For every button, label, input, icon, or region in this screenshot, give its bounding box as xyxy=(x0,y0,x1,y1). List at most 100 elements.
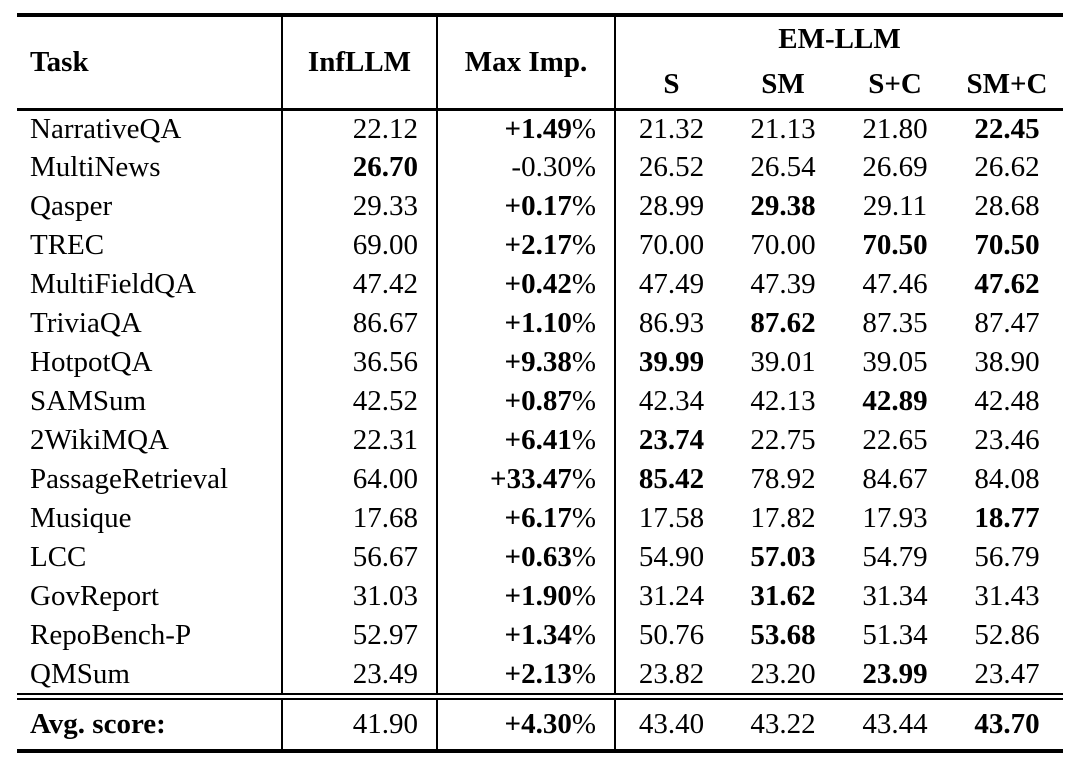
max-imp-value: +0.17 xyxy=(504,190,572,222)
emllm-score-cell: 78.92 xyxy=(750,463,816,495)
table-row: Musique 17.68 +6.17% 17.58 17.82 17.93 18.77 xyxy=(17,499,1063,538)
column-header-s-c: S+C xyxy=(839,61,951,111)
emllm-score-cell: 18.77 xyxy=(974,502,1040,534)
emllm-score-cell: 23.46 xyxy=(974,424,1040,456)
percent-sign: % xyxy=(571,268,596,300)
max-imp-value: +0.42 xyxy=(504,268,572,300)
max-imp-cell: -0.30% xyxy=(437,148,616,187)
column-header-s: S xyxy=(615,61,727,111)
max-imp-value: +6.41 xyxy=(504,424,572,456)
emllm-score-cell: 86.93 xyxy=(638,307,705,339)
infllm-score-cell: 86.67 xyxy=(282,304,438,343)
task-cell: HotpotQA xyxy=(17,343,283,382)
max-imp-cell: +1.34% xyxy=(437,616,616,655)
max-imp-cell: +4.30% xyxy=(437,699,616,751)
emllm-score-cell: 28.99 xyxy=(638,190,705,222)
max-imp-value: +2.13 xyxy=(504,657,572,690)
infllm-score-cell: 56.67 xyxy=(282,538,438,577)
emllm-score-cell: 22.65 xyxy=(862,424,928,456)
emllm-score-cell: 26.69 xyxy=(862,151,928,183)
max-imp-cell: +0.17% xyxy=(437,187,616,226)
emllm-score-cell: 87.62 xyxy=(750,307,816,339)
max-imp-value: -0.30 xyxy=(511,151,572,183)
emllm-score-cell: 31.24 xyxy=(638,580,705,612)
max-imp-value: +1.10 xyxy=(504,307,572,339)
table-row: 2WikiMQA 22.31 +6.41% 23.74 22.75 22.65 23.46 xyxy=(17,421,1063,460)
max-imp-value: +6.17 xyxy=(504,502,572,534)
column-header-sm: SM xyxy=(727,61,839,111)
double-rule-separator xyxy=(17,693,1063,700)
percent-sign: % xyxy=(571,385,596,417)
emllm-score-cell: 87.47 xyxy=(974,307,1040,339)
max-imp-cell: +1.49% xyxy=(437,109,616,148)
percent-sign: % xyxy=(571,346,596,378)
max-imp-cell: +1.10% xyxy=(437,304,616,343)
column-header-infllm: InfLLM xyxy=(282,15,438,111)
percent-sign: % xyxy=(571,502,596,534)
percent-sign: % xyxy=(571,541,596,573)
emllm-score-cell: 47.46 xyxy=(862,268,928,300)
emllm-score-cell: 38.90 xyxy=(974,346,1040,378)
emllm-score-cell: 22.75 xyxy=(750,424,816,456)
double-rule-cell xyxy=(17,693,1063,700)
emllm-score-cell: 42.34 xyxy=(638,385,705,417)
emllm-score-cell: 47.62 xyxy=(974,268,1040,300)
emllm-score-cell: 17.93 xyxy=(862,502,928,534)
max-imp-value: +1.49 xyxy=(504,112,572,145)
task-cell: LCC xyxy=(17,538,283,577)
emllm-score-cell: 54.90 xyxy=(638,541,705,573)
table-row: QMSum 23.49 +2.13% 23.82 23.20 23.99 23.47 xyxy=(17,655,1063,694)
infllm-score-cell: 36.56 xyxy=(282,343,438,382)
task-cell: MultiFieldQA xyxy=(17,265,283,304)
infllm-score-cell: 52.97 xyxy=(282,616,438,655)
column-header-max-imp: Max Imp. xyxy=(437,15,616,111)
table-header: Task InfLLM Max Imp. EM-LLM S SM S+C SM+… xyxy=(17,15,1063,111)
infllm-score-cell: 29.33 xyxy=(282,187,438,226)
percent-sign: % xyxy=(571,708,596,740)
emllm-score-cell: 31.62 xyxy=(750,580,816,612)
emllm-score-cell: 31.43 xyxy=(974,580,1040,612)
emllm-score-cell: 21.13 xyxy=(750,112,816,145)
emllm-score-cell: 43.22 xyxy=(750,708,816,740)
table-row: MultiFieldQA 47.42 +0.42% 47.49 47.39 47.46 47… xyxy=(17,265,1063,304)
task-cell: RepoBench-P xyxy=(17,616,283,655)
table-row: HotpotQA 36.56 +9.38% 39.99 39.01 39.05 38.90 xyxy=(17,343,1063,382)
emllm-score-cell: 47.39 xyxy=(750,268,816,300)
emllm-score-cell: 39.01 xyxy=(750,346,816,378)
table-row: GovReport 31.03 +1.90% 31.24 31.62 31.34 31.43 xyxy=(17,577,1063,616)
column-header-task: Task xyxy=(17,15,283,111)
task-cell: Musique xyxy=(17,499,283,538)
emllm-score-cell: 17.58 xyxy=(638,502,705,534)
max-imp-cell: +2.13% xyxy=(437,655,616,694)
infllm-score-cell: 22.12 xyxy=(282,109,438,148)
percent-sign: % xyxy=(571,463,596,495)
emllm-score-cell: 29.11 xyxy=(862,190,928,222)
infllm-score-cell: 17.68 xyxy=(282,499,438,538)
emllm-score-cell: 53.68 xyxy=(750,619,816,651)
task-cell: SAMSum xyxy=(17,382,283,421)
max-imp-cell: +1.90% xyxy=(437,577,616,616)
max-imp-value: +9.38 xyxy=(504,346,572,378)
emllm-score-cell: 23.74 xyxy=(638,424,705,456)
emllm-score-cell: 26.52 xyxy=(638,151,705,183)
emllm-score-cell: 23.20 xyxy=(750,657,816,690)
emllm-score-cell: 26.54 xyxy=(750,151,816,183)
max-imp-cell: +6.17% xyxy=(437,499,616,538)
emllm-score-cell: 21.32 xyxy=(638,112,705,145)
max-imp-cell: +0.42% xyxy=(437,265,616,304)
table-row: SAMSum 42.52 +0.87% 42.34 42.13 42.89 42.48 xyxy=(17,382,1063,421)
emllm-score-cell: 50.76 xyxy=(638,619,705,651)
table-footer: Avg. score: 41.90 +4.30% 43.40 43.22 43.44 43.… xyxy=(17,699,1063,751)
emllm-score-cell: 26.62 xyxy=(974,151,1040,183)
max-imp-value: +0.87 xyxy=(504,385,572,417)
table-row: Qasper 29.33 +0.17% 28.99 29.38 29.11 28.68 xyxy=(17,187,1063,226)
infllm-score-cell: 42.52 xyxy=(282,382,438,421)
max-imp-value: +1.34 xyxy=(504,619,572,651)
task-cell: Avg. score: xyxy=(17,699,283,751)
emllm-score-cell: 22.45 xyxy=(974,112,1040,145)
task-cell: 2WikiMQA xyxy=(17,421,283,460)
infllm-score-cell: 41.90 xyxy=(282,699,438,751)
emllm-score-cell: 84.08 xyxy=(974,463,1040,495)
emllm-score-cell: 42.13 xyxy=(750,385,816,417)
infllm-score-cell: 23.49 xyxy=(282,655,438,694)
